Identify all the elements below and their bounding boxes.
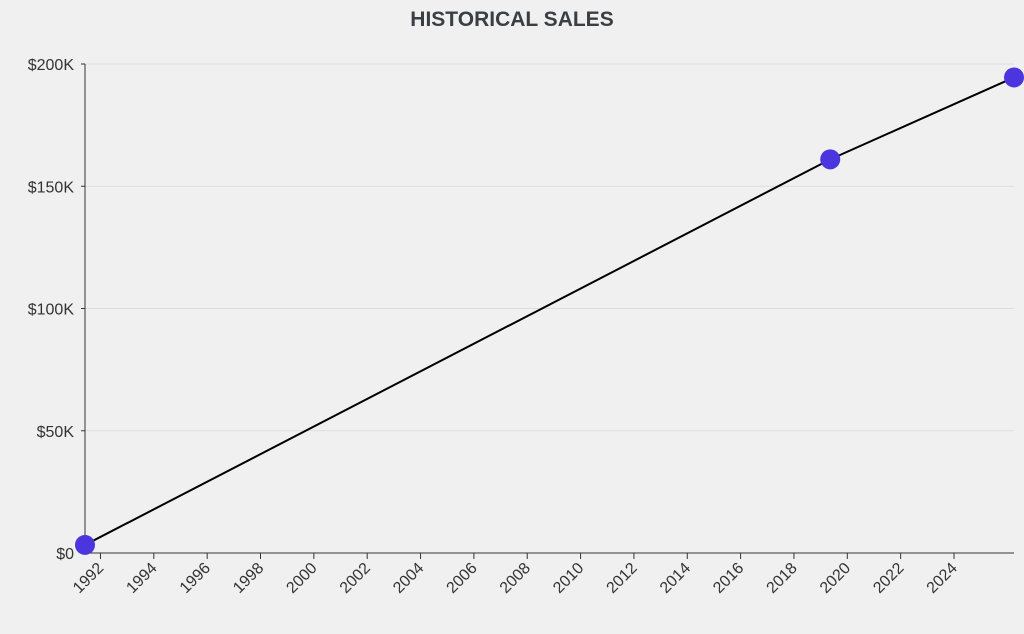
x-tick-label: 2016	[710, 560, 747, 597]
y-tick-label: $100K	[28, 302, 75, 319]
y-tick-label: $150K	[28, 179, 75, 196]
sales-line	[84, 76, 1015, 546]
x-tick-label: 2012	[604, 560, 641, 597]
x-tick-label: 2014	[657, 560, 694, 597]
y-tick-label: $50K	[37, 424, 75, 441]
x-tick-label: 1992	[70, 560, 107, 597]
data-point	[75, 534, 95, 555]
x-tick-label: 2006	[444, 560, 481, 597]
data-point	[820, 149, 841, 170]
x-tick-label: 2022	[870, 560, 907, 597]
x-tick-label: 2018	[764, 560, 801, 597]
x-tick-label: 2008	[497, 560, 534, 597]
x-tick-label: 2004	[390, 560, 427, 597]
chart-title: HISTORICAL SALES	[410, 8, 613, 31]
x-tick-label: 2024	[924, 560, 961, 597]
x-tick-label: 2020	[817, 560, 854, 597]
y-tick-label: $0	[56, 546, 74, 563]
data-point	[1004, 67, 1024, 88]
x-tick-label: 2000	[283, 560, 320, 597]
y-tick-label: $200K	[28, 57, 75, 74]
x-tick-label: 2010	[550, 560, 587, 597]
x-tick-label: 1994	[123, 560, 160, 597]
x-tick-label: 2002	[337, 560, 374, 597]
x-tick-label: 1996	[177, 560, 214, 597]
x-tick-label: 1998	[230, 560, 267, 597]
